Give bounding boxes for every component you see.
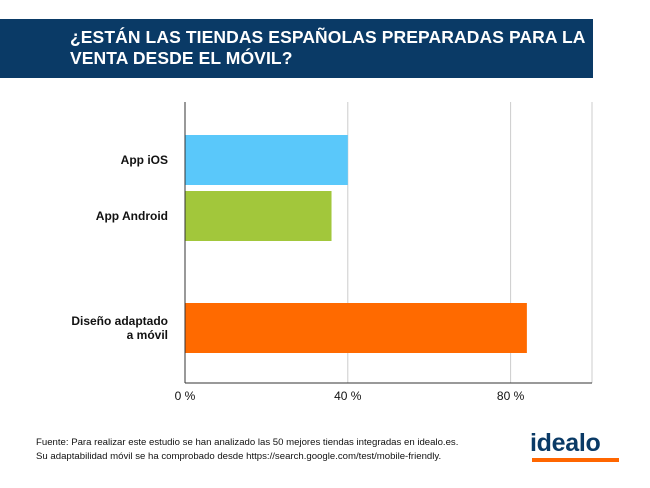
idealo-logo: idealo [530,429,601,457]
bar-1 [185,191,332,241]
x-tick-label-1: 40 % [334,389,362,403]
bar-2 [185,303,527,353]
x-tick-label-2: 80 % [497,389,525,403]
bar-0 [185,135,348,185]
bar-chart: App iOS App Android Diseño adaptado a móvil… [71,102,593,403]
chart-title: ¿ESTÁN LAS TIENDAS ESPAÑOLAS PREPARADAS … [70,27,585,68]
source-note-line-2: Su adaptabilidad móvil se ha comprobado … [36,451,442,462]
category-label-2: Diseño adaptado a móvil [71,314,168,342]
idealo-logo-underline [532,458,619,462]
category-label-0: App iOS [121,153,168,167]
header-banner: ¿ESTÁN LAS TIENDAS ESPAÑOLAS PREPARADAS … [0,19,593,78]
category-label-1: App Android [96,209,168,223]
source-note: Fuente: Para realizar este estudio se ha… [36,436,506,464]
x-tick-label-0: 0 % [175,389,196,403]
source-note-line-1: Fuente: Para realizar este estudio se ha… [36,437,459,448]
